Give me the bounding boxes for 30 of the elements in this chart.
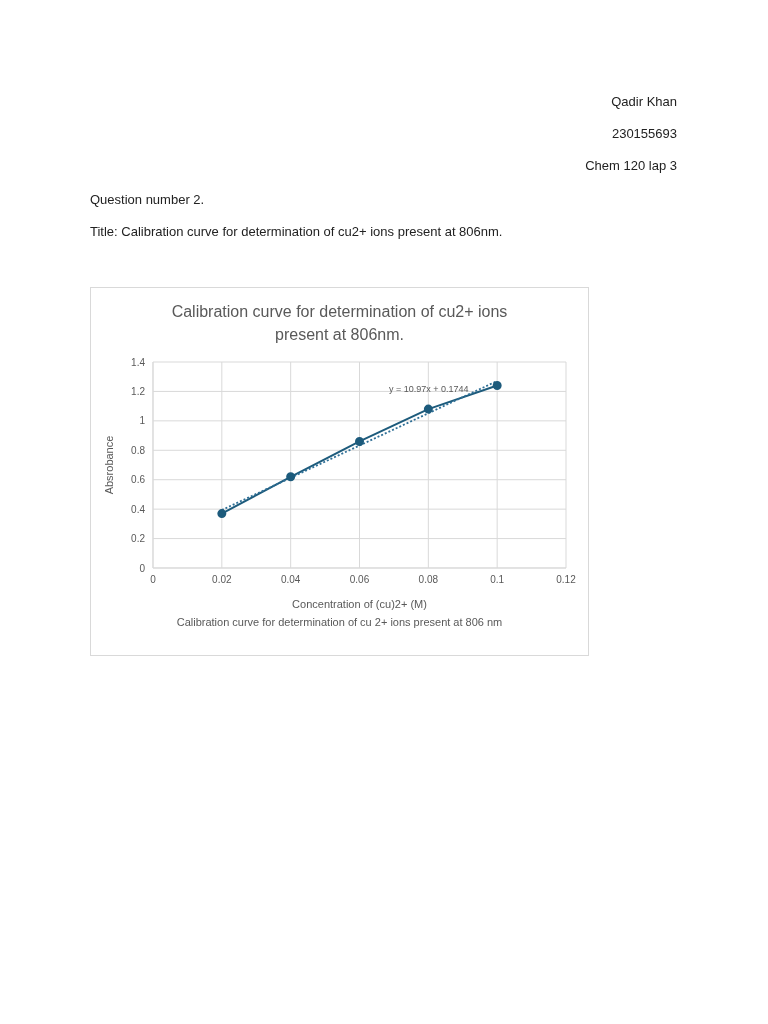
y-axis-title: Absrobance (102, 435, 115, 495)
x-tick-label: 0 (150, 574, 157, 586)
text: Calibration curve for determination of cu 2+ ions present at 806 nm (175, 616, 504, 628)
text: 230155693 (611, 126, 677, 141)
x-axis-title: Concentration of (cu)2+ (M) (292, 598, 427, 610)
point (355, 436, 364, 446)
point (286, 472, 296, 482)
x-tick-label: 0.08 (418, 574, 439, 586)
y-tick-label: 0.8 (131, 444, 146, 456)
y-tick-label: 0 (139, 562, 146, 574)
y-tick-label: 1.4 (131, 356, 146, 368)
x-tick-label: 0.04 (280, 574, 301, 586)
point (492, 381, 502, 391)
point (217, 509, 227, 519)
y-tick-label: 0.4 (131, 503, 146, 515)
text: Question number 2. (90, 192, 205, 207)
y-tick-label: 0.2 (131, 533, 146, 545)
text: Chem 120 lap 3 (585, 158, 677, 173)
y-tick-label: 1 (139, 415, 146, 427)
x-tick-label: 0.1 (490, 574, 505, 586)
chart-title: Calibration curve for determination of cu2+ ions present at 806nm. (170, 302, 509, 345)
y-tick-label: 1.2 (131, 385, 146, 397)
text: Title: Calibration curve for determination of cu2+ ions present at 806nm. (90, 224, 503, 239)
x-tick-label: 0.06 (349, 574, 370, 586)
y-tick-label: 0.6 (131, 474, 146, 486)
x-tick-label: 0.12 (556, 574, 577, 586)
text: Qadir Khan (611, 94, 677, 109)
x-tick-label: 0.02 (212, 574, 232, 586)
annotation: y = 10.97x + 0.1744 (389, 384, 469, 394)
point (423, 404, 433, 414)
